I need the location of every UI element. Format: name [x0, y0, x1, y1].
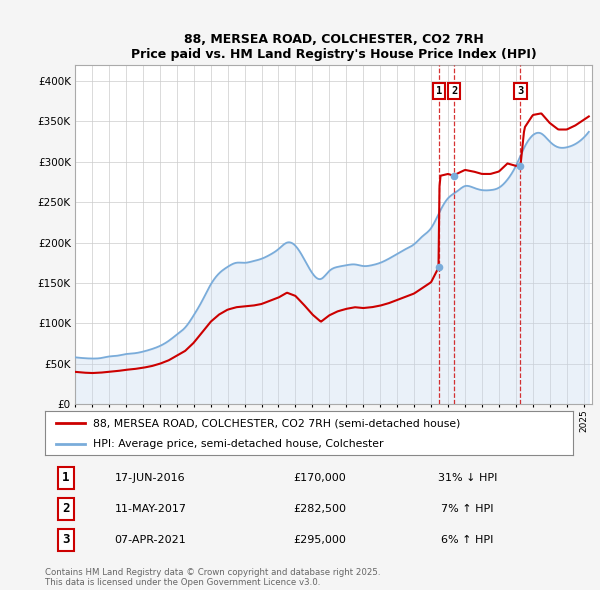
Text: 1: 1: [62, 471, 70, 484]
Text: 07-APR-2021: 07-APR-2021: [115, 535, 187, 545]
Text: £295,000: £295,000: [293, 535, 346, 545]
Text: 6% ↑ HPI: 6% ↑ HPI: [441, 535, 494, 545]
Text: HPI: Average price, semi-detached house, Colchester: HPI: Average price, semi-detached house,…: [92, 438, 383, 448]
Text: 2: 2: [62, 502, 70, 516]
Text: 11-MAY-2017: 11-MAY-2017: [115, 504, 187, 514]
Text: 1: 1: [436, 86, 442, 96]
Text: 3: 3: [517, 86, 524, 96]
Text: 31% ↓ HPI: 31% ↓ HPI: [438, 473, 497, 483]
Text: 3: 3: [62, 533, 70, 546]
Text: £282,500: £282,500: [293, 504, 346, 514]
Text: £170,000: £170,000: [293, 473, 346, 483]
Text: 7% ↑ HPI: 7% ↑ HPI: [441, 504, 494, 514]
Title: 88, MERSEA ROAD, COLCHESTER, CO2 7RH
Price paid vs. HM Land Registry's House Pri: 88, MERSEA ROAD, COLCHESTER, CO2 7RH Pri…: [131, 33, 536, 61]
Text: 2: 2: [451, 86, 457, 96]
Text: Contains HM Land Registry data © Crown copyright and database right 2025.
This d: Contains HM Land Registry data © Crown c…: [45, 568, 380, 587]
Text: 17-JUN-2016: 17-JUN-2016: [115, 473, 186, 483]
Text: 88, MERSEA ROAD, COLCHESTER, CO2 7RH (semi-detached house): 88, MERSEA ROAD, COLCHESTER, CO2 7RH (se…: [92, 418, 460, 428]
